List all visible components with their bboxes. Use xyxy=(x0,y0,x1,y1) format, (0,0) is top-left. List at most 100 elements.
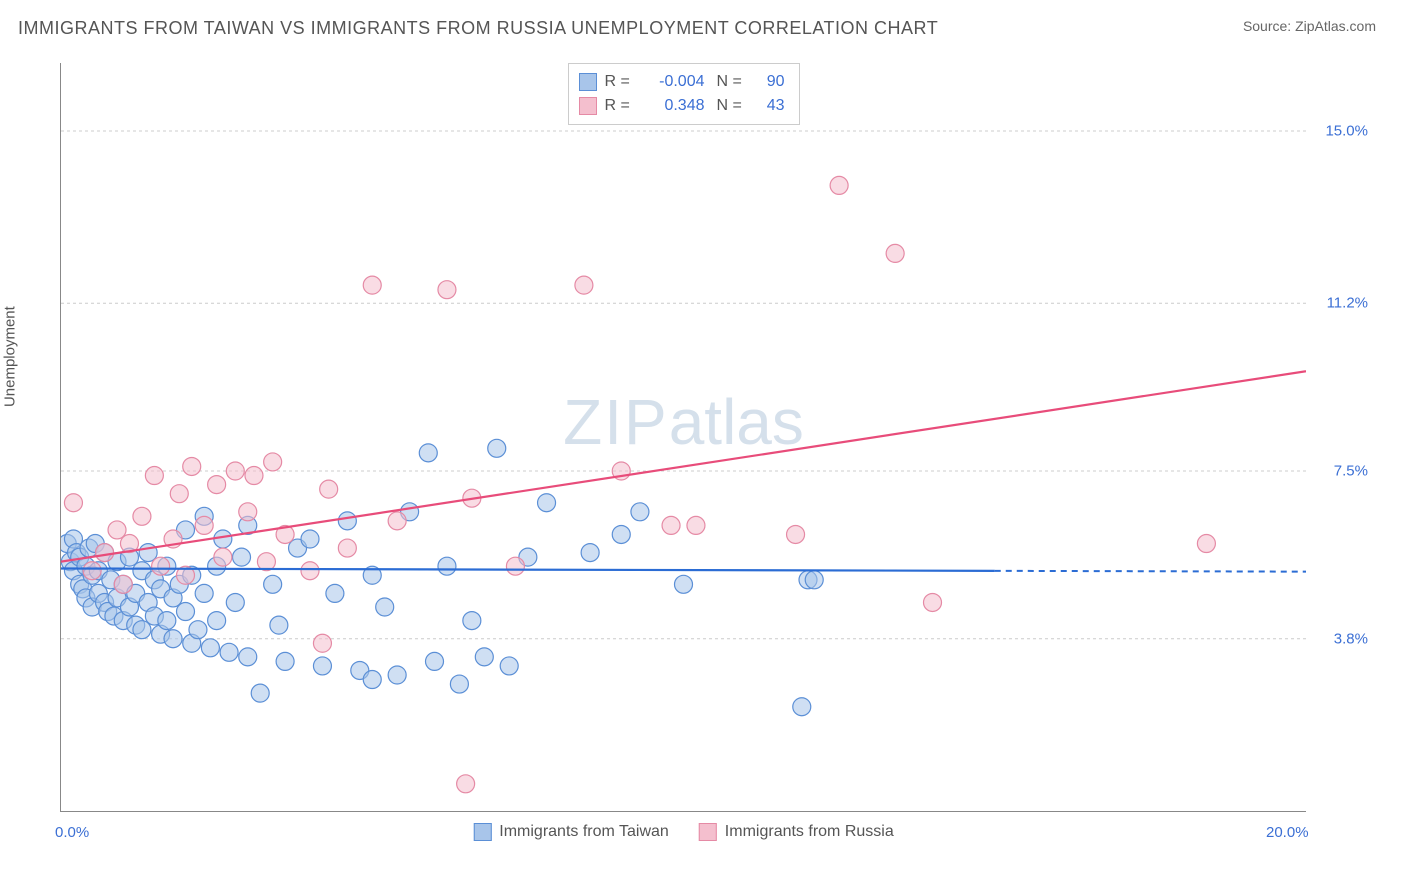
data-point xyxy=(245,467,263,485)
swatch-russia xyxy=(699,823,717,841)
chart-title: IMMIGRANTS FROM TAIWAN VS IMMIGRANTS FRO… xyxy=(18,18,938,39)
data-point xyxy=(581,544,599,562)
data-point xyxy=(133,507,151,525)
swatch-taiwan xyxy=(579,73,597,91)
data-point xyxy=(886,244,904,262)
data-point xyxy=(662,516,680,534)
data-point xyxy=(195,516,213,534)
data-point xyxy=(388,666,406,684)
legend-row-russia: R = 0.348 N = 43 xyxy=(579,94,785,118)
data-point xyxy=(177,603,195,621)
data-point xyxy=(170,485,188,503)
x-tick-label: 0.0% xyxy=(55,824,89,841)
data-point xyxy=(575,276,593,294)
data-point xyxy=(301,562,319,580)
data-point xyxy=(320,480,338,498)
data-point xyxy=(675,575,693,593)
data-point xyxy=(264,575,282,593)
data-point xyxy=(326,584,344,602)
y-axis-label: Unemployment xyxy=(2,306,19,407)
data-point xyxy=(426,652,444,670)
data-point xyxy=(164,630,182,648)
data-point xyxy=(538,494,556,512)
data-point xyxy=(438,557,456,575)
data-point xyxy=(152,557,170,575)
legend-label: Immigrants from Taiwan xyxy=(499,823,669,841)
data-point xyxy=(189,621,207,639)
data-point xyxy=(214,530,232,548)
data-point xyxy=(457,775,475,793)
data-point xyxy=(201,639,219,657)
data-point xyxy=(96,544,114,562)
n-value: 90 xyxy=(755,70,785,94)
data-point xyxy=(363,671,381,689)
data-point xyxy=(488,439,506,457)
data-point xyxy=(270,616,288,634)
data-point xyxy=(463,612,481,630)
data-point xyxy=(687,516,705,534)
r-label: R = xyxy=(605,70,637,94)
data-point xyxy=(239,503,257,521)
data-point xyxy=(338,539,356,557)
legend-item-russia: Immigrants from Russia xyxy=(699,823,894,841)
data-point xyxy=(208,612,226,630)
data-point xyxy=(114,575,132,593)
data-point xyxy=(338,512,356,530)
y-tick-label: 3.8% xyxy=(1334,630,1368,647)
data-point xyxy=(220,643,238,661)
y-tick-label: 15.0% xyxy=(1325,123,1368,140)
swatch-taiwan xyxy=(473,823,491,841)
trend-line-dashed xyxy=(995,571,1306,572)
data-point xyxy=(251,684,269,702)
r-value: -0.004 xyxy=(645,70,705,94)
data-point xyxy=(1197,535,1215,553)
data-point xyxy=(376,598,394,616)
r-value: 0.348 xyxy=(645,94,705,118)
trend-line xyxy=(61,371,1306,561)
data-point xyxy=(158,612,176,630)
data-point xyxy=(208,476,226,494)
source-label: Source: ZipAtlas.com xyxy=(1243,18,1376,34)
data-point xyxy=(500,657,518,675)
data-point xyxy=(419,444,437,462)
data-point xyxy=(450,675,468,693)
n-label: N = xyxy=(717,94,747,118)
data-point xyxy=(388,512,406,530)
y-tick-label: 7.5% xyxy=(1334,463,1368,480)
data-point xyxy=(264,453,282,471)
data-point xyxy=(631,503,649,521)
n-value: 43 xyxy=(755,94,785,118)
data-point xyxy=(301,530,319,548)
data-point xyxy=(612,525,630,543)
data-point xyxy=(924,593,942,611)
data-point xyxy=(64,494,82,512)
data-point xyxy=(276,652,294,670)
data-point xyxy=(805,571,823,589)
data-point xyxy=(239,648,257,666)
data-point xyxy=(313,634,331,652)
data-point xyxy=(214,548,232,566)
plot-svg xyxy=(61,63,1306,811)
data-point xyxy=(475,648,493,666)
r-label: R = xyxy=(605,94,637,118)
chart-header: IMMIGRANTS FROM TAIWAN VS IMMIGRANTS FRO… xyxy=(0,0,1406,49)
legend-row-taiwan: R = -0.004 N = 90 xyxy=(579,70,785,94)
legend-label: Immigrants from Russia xyxy=(725,823,894,841)
n-label: N = xyxy=(717,70,747,94)
data-point xyxy=(363,276,381,294)
legend-series: Immigrants from Taiwan Immigrants from R… xyxy=(473,823,893,841)
data-point xyxy=(83,562,101,580)
data-point xyxy=(787,525,805,543)
legend-correlation: R = -0.004 N = 90 R = 0.348 N = 43 xyxy=(568,63,800,125)
swatch-russia xyxy=(579,97,597,115)
data-point xyxy=(195,584,213,602)
plot-area: ZIPatlas R = -0.004 N = 90 R = 0.348 N =… xyxy=(60,63,1306,812)
y-tick-label: 11.2% xyxy=(1327,295,1368,312)
data-point xyxy=(313,657,331,675)
data-point xyxy=(145,467,163,485)
data-point xyxy=(233,548,251,566)
data-point xyxy=(183,457,201,475)
data-point xyxy=(830,176,848,194)
data-point xyxy=(793,698,811,716)
legend-item-taiwan: Immigrants from Taiwan xyxy=(473,823,669,841)
